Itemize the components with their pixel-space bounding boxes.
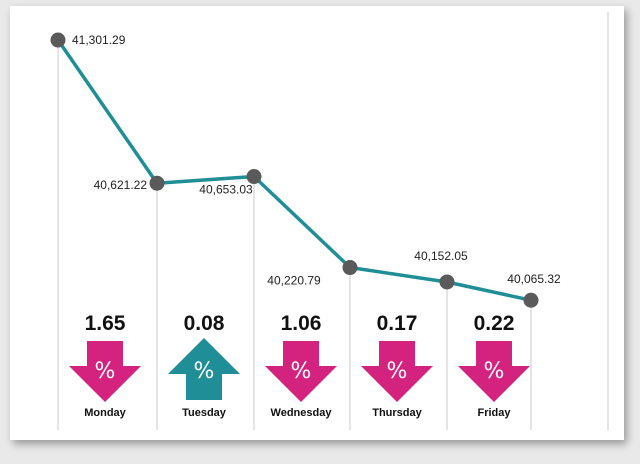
day-label: Thursday — [372, 407, 422, 419]
data-label: 40,653.03 — [199, 183, 253, 197]
day-label: Tuesday — [182, 407, 227, 419]
percent-change-value: 0.17 — [377, 312, 418, 335]
data-point — [439, 274, 455, 290]
percent-icon: % — [194, 359, 215, 384]
percent-change-value: 0.08 — [184, 312, 225, 335]
data-point — [50, 32, 66, 48]
percent-change-value: 0.22 — [474, 312, 515, 335]
chart-card: 41,301.29 40,621.22 40,653.03 40,220.79 40,1… — [10, 6, 624, 440]
data-label: 40,065.32 — [507, 272, 561, 286]
data-point — [342, 260, 358, 276]
down-arrow-icon — [458, 341, 530, 402]
data-point — [523, 292, 539, 308]
percent-icon: % — [484, 359, 505, 384]
day-label: Monday — [84, 407, 126, 419]
up-arrow-icon — [168, 338, 240, 400]
down-arrow-icon — [265, 341, 337, 402]
day-label: Wednesday — [271, 407, 333, 419]
percent-icon: % — [387, 359, 408, 384]
series-line — [56, 39, 532, 302]
down-arrow-icon — [69, 341, 141, 402]
line-chart: 41,301.29 40,621.22 40,653.03 40,220.79 40,1… — [50, 12, 609, 430]
data-label: 40,621.22 — [94, 178, 148, 192]
data-label: 40,220.79 — [267, 274, 321, 288]
data-label: 40,152.05 — [414, 249, 468, 263]
data-label: 41,301.29 — [72, 33, 126, 47]
day-label: Friday — [477, 407, 511, 419]
percent-icon: % — [291, 359, 312, 384]
down-arrow-icon — [361, 341, 433, 402]
percent-change-value: 1.06 — [281, 312, 322, 335]
data-point — [149, 175, 165, 191]
data-point — [246, 169, 262, 185]
percent-icon: % — [95, 359, 116, 384]
percent-change-value: 1.65 — [85, 312, 126, 335]
